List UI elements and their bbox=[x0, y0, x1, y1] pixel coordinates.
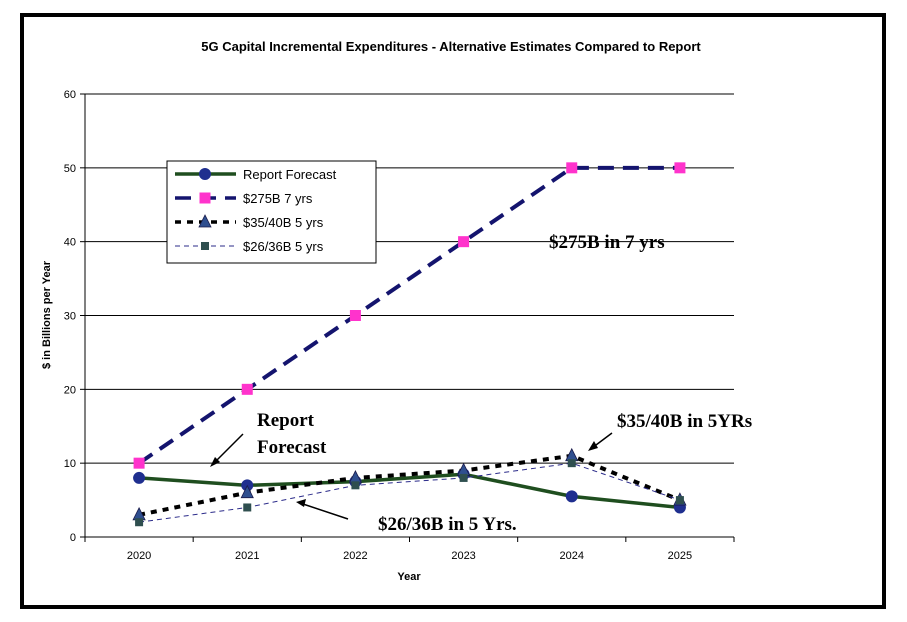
y-tick-label: 20 bbox=[64, 384, 76, 396]
annotation-26-36b: $26/36B in 5 Yrs. bbox=[378, 514, 517, 535]
series-4-line bbox=[139, 462, 681, 523]
x-tick-label: 2022 bbox=[343, 550, 367, 562]
series-3-point bbox=[348, 470, 363, 484]
y-tick-label: 40 bbox=[64, 237, 76, 249]
legend-swatch-marker bbox=[199, 168, 211, 180]
annotation-report: Report bbox=[257, 410, 315, 431]
axes: 0 10 20 30 40 50 60 2020 2021 2022 2023 2024 2025 bbox=[64, 89, 735, 562]
arrow-report bbox=[212, 433, 244, 465]
series-2-point bbox=[458, 236, 470, 248]
series-4-point bbox=[351, 481, 360, 490]
y-tick-label: 10 bbox=[64, 458, 76, 470]
annotations: $275B in 7 yrs Report Forecast $35/40B i… bbox=[210, 232, 752, 535]
legend-label: $35/40B 5 yrs bbox=[243, 215, 324, 230]
legend-label: $26/36B 5 yrs bbox=[243, 239, 324, 254]
series-1-point bbox=[565, 490, 578, 503]
legend-label: Report Forecast bbox=[243, 167, 337, 182]
legend-swatch-marker bbox=[198, 214, 212, 228]
y-tick-label: 50 bbox=[64, 163, 76, 175]
y-tick-label: 0 bbox=[70, 532, 76, 544]
series-2-point bbox=[349, 310, 361, 321]
x-axis-label: Year bbox=[397, 571, 421, 583]
arrowhead-26-36b bbox=[296, 499, 306, 507]
x-tick-label: 2024 bbox=[560, 550, 584, 562]
arrow-26-36b bbox=[299, 502, 349, 520]
series-3-point bbox=[240, 484, 254, 499]
annotation-35-40b: $35/40B in 5YRs bbox=[617, 411, 752, 432]
series-4-point bbox=[459, 473, 468, 482]
arrowhead-35-40b bbox=[588, 441, 598, 451]
legend-label: $275B 7 yrs bbox=[243, 191, 313, 206]
series-1-line bbox=[138, 472, 681, 510]
x-tick-label: 2020 bbox=[127, 550, 151, 562]
legend: Report Forecast $275B 7 yrs $35/40B 5 yrs $… bbox=[166, 160, 377, 264]
series-4-point bbox=[675, 496, 684, 505]
legend-swatch-marker bbox=[201, 242, 209, 250]
y-axis-label: $ in Billions per Year bbox=[41, 260, 53, 369]
y-tick-label: 60 bbox=[64, 89, 76, 101]
series-2-line bbox=[137, 165, 680, 465]
chart-title: 5G Capital Incremental Expenditures - Al… bbox=[201, 39, 701, 54]
series-4-point bbox=[243, 503, 252, 512]
series-layer bbox=[132, 162, 687, 527]
series-2-point bbox=[241, 383, 253, 395]
series-1-point bbox=[133, 471, 146, 484]
series-3-line bbox=[138, 453, 681, 517]
x-tick-label: 2021 bbox=[235, 550, 259, 562]
annotation-275b: $275B in 7 yrs bbox=[549, 232, 665, 253]
x-tick-label: 2023 bbox=[451, 550, 475, 562]
arrowhead-report bbox=[210, 457, 220, 467]
series-3-point bbox=[456, 462, 471, 476]
series-2-point bbox=[674, 162, 686, 174]
series-4-point bbox=[567, 459, 576, 468]
annotation-forecast: Forecast bbox=[257, 437, 327, 458]
series-2-point bbox=[133, 457, 145, 469]
x-tick-label: 2025 bbox=[668, 550, 692, 562]
legend-swatch-marker bbox=[199, 192, 211, 204]
y-tick-label: 30 bbox=[64, 311, 76, 323]
series-4-point bbox=[135, 518, 144, 527]
series-2-point bbox=[566, 162, 578, 174]
